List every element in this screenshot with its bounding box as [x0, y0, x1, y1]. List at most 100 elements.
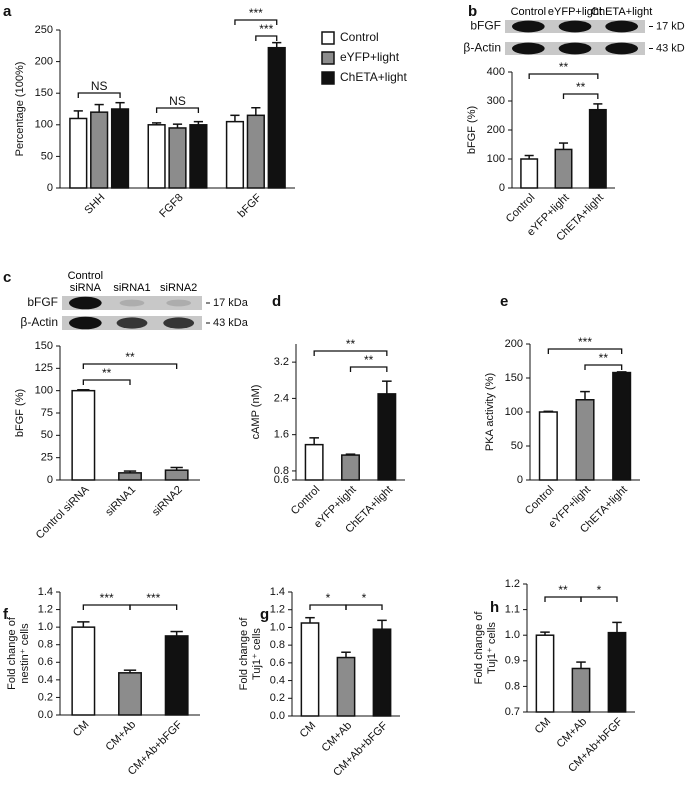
y-tick-label: 0.4: [270, 674, 285, 686]
y-tick-label: 50: [41, 429, 53, 441]
significance-label: **: [559, 60, 569, 74]
bar: [225, 120, 245, 189]
bar: [71, 626, 96, 716]
bar: [377, 393, 397, 481]
panel-label: h: [490, 599, 499, 616]
lane-label: siRNA1: [113, 282, 151, 294]
y-tick-label: 100: [505, 406, 523, 418]
bar: [535, 634, 555, 713]
panel-label: f: [3, 606, 9, 623]
y-tick-label: 100: [487, 153, 505, 165]
blot-band: [119, 299, 145, 307]
blot-size-label: 43 kDa: [656, 42, 685, 54]
y-tick-label: 1.1: [505, 604, 520, 616]
bar: [341, 454, 360, 481]
x-tick-label: Control: [289, 484, 323, 518]
legend-label: eYFP+light: [340, 50, 400, 64]
significance-label: ***: [259, 22, 273, 36]
blot-band: [69, 316, 102, 330]
y-tick-label: 0: [499, 182, 505, 194]
y-tick-label: 1.0: [505, 629, 520, 641]
y-tick-label: 0.9: [505, 655, 520, 667]
bar: [71, 389, 96, 481]
bar: [300, 622, 320, 717]
y-tick-label: 125: [35, 362, 53, 374]
bar: [372, 628, 392, 717]
significance-label: **: [102, 366, 112, 380]
lane-label: eYFP+light: [547, 6, 603, 18]
significance-bracket: [547, 348, 623, 354]
significance-label: **: [576, 80, 586, 94]
blot-band: [605, 42, 639, 55]
y-tick-label: 0.6: [274, 474, 289, 486]
panel-label: a: [3, 3, 12, 20]
lane-label-box: Control siRNA: [68, 270, 103, 294]
blot-band: [69, 296, 102, 310]
significance-label: **: [125, 350, 135, 364]
y-axis-label: Fold change of: [238, 617, 250, 691]
y-axis-label: Tuj1⁺ cells: [486, 622, 498, 674]
y-tick-label: 0.2: [38, 691, 53, 703]
lane-label-box: siRNA1: [113, 282, 151, 294]
y-tick-label: 0.8: [274, 465, 289, 477]
significance-bracket: [313, 350, 388, 356]
bar: [118, 672, 142, 716]
significance-bracket: [82, 379, 131, 385]
bar: [571, 667, 591, 713]
legend-swatch: [321, 31, 335, 45]
y-tick-label: 0.2: [270, 692, 285, 704]
y-tick-label: 1.0: [270, 621, 285, 633]
bar: [90, 111, 109, 189]
blot-row-label: β-Actin: [20, 315, 58, 329]
legend-label: ChETA+light: [340, 70, 407, 84]
y-tick-label: 1.4: [270, 586, 285, 598]
bar: [246, 114, 265, 189]
y-tick-label: 250: [35, 24, 53, 36]
lane-label-box: siRNA2: [160, 282, 197, 294]
y-tick-label: 400: [487, 66, 505, 78]
x-tick-label: CM: [71, 719, 92, 740]
x-tick-label: SHH: [82, 192, 107, 217]
significance-bracket: [309, 604, 347, 610]
y-tick-label: 0.8: [505, 680, 520, 692]
y-tick-label: 1.2: [505, 578, 520, 590]
blot-band: [558, 42, 592, 55]
y-tick-label: 25: [41, 452, 53, 464]
x-tick-label: siRNA1: [103, 484, 138, 519]
bar: [118, 472, 142, 481]
y-tick-label: 300: [487, 95, 505, 107]
blot-size-label: 17 kDa: [213, 297, 249, 309]
y-tick-label: 0.7: [505, 706, 520, 718]
bar: [168, 127, 187, 189]
significance-bracket: [544, 596, 582, 602]
x-tick-label: Control: [523, 484, 557, 518]
significance-label: **: [364, 353, 374, 367]
y-axis-label: nestin⁺ cells: [19, 623, 31, 684]
y-tick-label: 50: [41, 150, 53, 162]
significance-label: **: [558, 583, 568, 597]
blot-band: [558, 20, 592, 33]
significance-bracket: [82, 363, 178, 369]
x-tick-label: bFGF: [236, 192, 265, 221]
significance-label: NS: [169, 94, 186, 108]
x-tick-label: CM+Ab: [104, 719, 139, 754]
blot-row-label: bFGF: [27, 295, 58, 309]
blot-row-label: β-Actin: [463, 41, 501, 55]
significance-bracket: [562, 93, 599, 99]
x-tick-label: CM+Ab: [320, 720, 355, 755]
y-tick-label: 3.2: [274, 356, 289, 368]
bar: [575, 399, 595, 481]
blot-band: [166, 299, 192, 307]
x-tick-label: CM: [533, 716, 554, 737]
lane-label-box: Control: [510, 6, 547, 18]
significance-label: *: [597, 583, 602, 597]
y-tick-label: 200: [487, 124, 505, 136]
lane-label: Control: [510, 6, 547, 18]
y-tick-label: 1.2: [38, 603, 53, 615]
bar: [538, 411, 558, 481]
y-axis-label: Tuj1⁺ cells: [251, 628, 263, 680]
lane-label-box: eYFP+light: [547, 6, 603, 18]
significance-label: ***: [100, 591, 114, 605]
y-tick-label: 75: [41, 407, 53, 419]
